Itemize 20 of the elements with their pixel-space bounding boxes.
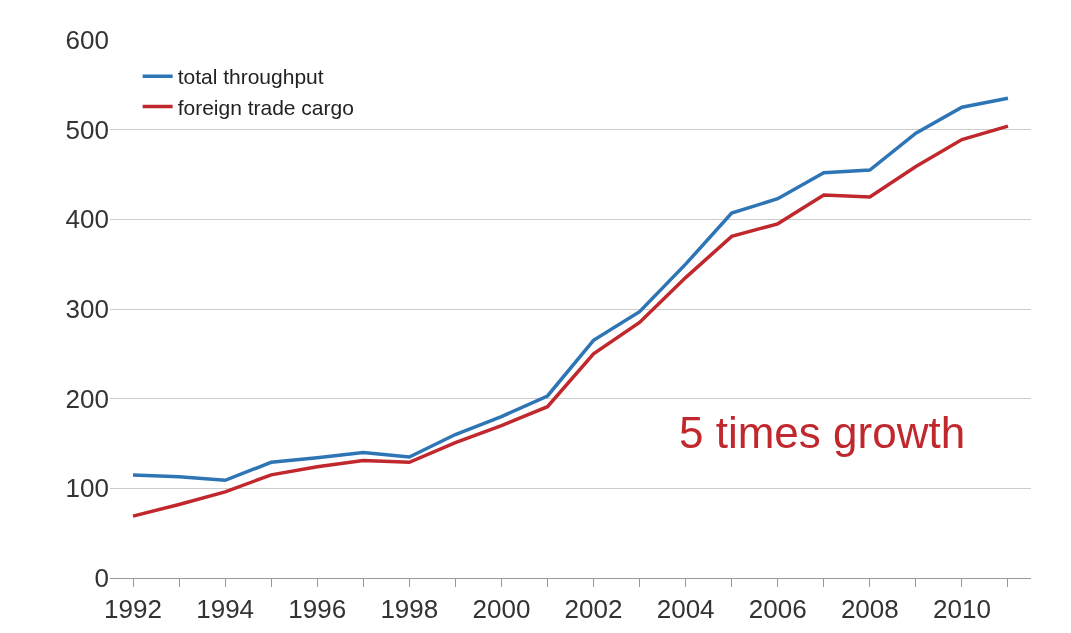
x-tick-label: 2010	[933, 594, 991, 625]
x-tick-label: 1994	[196, 594, 255, 625]
legend-label: foreign trade cargo	[177, 95, 354, 119]
x-tick-label: 2002	[564, 594, 623, 625]
x-tick-label: 1996	[288, 594, 347, 625]
y-tick-label: 0	[94, 563, 109, 594]
x-tick-label: 2008	[840, 594, 899, 625]
y-tick-label: 100	[65, 473, 109, 504]
x-tick-label: 1992	[104, 594, 162, 625]
x-tick-label: 2006	[748, 594, 807, 625]
y-tick-label: 600	[65, 25, 109, 56]
y-tick-label: 400	[65, 204, 109, 235]
x-tick-label: 2004	[656, 594, 715, 625]
x-tick-label: 1998	[380, 594, 439, 625]
y-tick-label: 500	[65, 114, 109, 145]
legend-label: total throughput	[177, 65, 324, 89]
x-tick-label: 2000	[472, 594, 531, 625]
y-tick-label: 300	[65, 294, 109, 325]
annotation: 5 times growth	[679, 408, 966, 457]
y-tick-label: 200	[65, 383, 109, 414]
